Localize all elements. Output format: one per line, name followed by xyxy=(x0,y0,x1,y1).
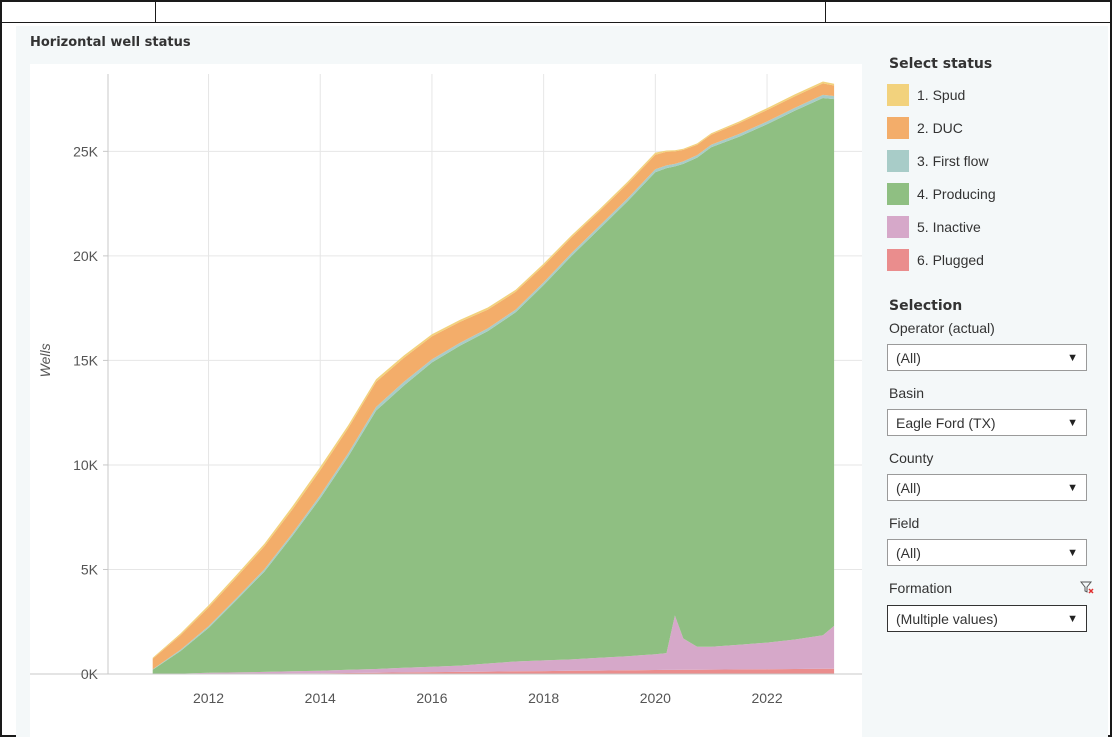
filter-dropdown-value: Eagle Ford (TX) xyxy=(896,414,996,431)
filter-label: Basin xyxy=(889,385,1094,401)
area-series[interactable] xyxy=(152,668,835,674)
chevron-down-icon: ▼ xyxy=(1067,612,1078,625)
filter-label: Operator (actual) xyxy=(889,320,1094,336)
filter-dropdown[interactable]: Eagle Ford (TX) ▼ xyxy=(887,409,1087,436)
selection-title: Selection xyxy=(889,298,963,314)
y-axis-label: Wells xyxy=(37,343,53,377)
area-series[interactable] xyxy=(152,98,835,674)
top-divider xyxy=(825,2,826,22)
x-tick-label: 2014 xyxy=(305,690,336,706)
legend-swatch xyxy=(887,116,909,139)
legend-item[interactable]: 2. DUC xyxy=(887,111,1108,144)
y-tick-label: 5K xyxy=(81,561,99,577)
chevron-down-icon: ▼ xyxy=(1067,416,1078,429)
y-tick-label: 15K xyxy=(73,352,99,368)
x-tick-label: 2022 xyxy=(751,690,782,706)
legend-label: 4. Producing xyxy=(917,185,996,202)
legend-label: 2. DUC xyxy=(917,119,963,136)
top-divider xyxy=(155,2,156,22)
filter-label-text: Field xyxy=(889,515,920,531)
filter-dropdown[interactable]: (All) ▼ xyxy=(887,474,1087,501)
legend-item[interactable]: 1. Spud xyxy=(887,78,1108,111)
legend-title: Select status xyxy=(889,56,993,72)
x-tick-label: 2016 xyxy=(416,690,447,706)
chevron-down-icon: ▼ xyxy=(1067,546,1078,559)
stacked-area-chart[interactable]: 0K 5K 10K 15K 20K 25K 2012 2014 2016 2018 2020 2022… xyxy=(30,64,862,737)
legend-list: 1. Spud 2. DUC 3. First flow 4. Producing 5.… xyxy=(887,78,1108,276)
y-tick-label: 25K xyxy=(73,143,99,159)
legend-swatch xyxy=(887,182,909,205)
legend-swatch xyxy=(887,248,909,271)
legend-label: 3. First flow xyxy=(917,152,989,169)
filter-clear-icon[interactable] xyxy=(1079,580,1094,597)
filter-label: Formation xyxy=(889,580,1094,597)
legend-item[interactable]: 3. First flow xyxy=(887,144,1108,177)
dashboard: Horizontal well status 0K 5K 10K 15K 20K 25K 2… xyxy=(16,26,1108,737)
filter-dropdown-value: (All) xyxy=(896,544,921,561)
y-tick-label: 20K xyxy=(73,248,99,264)
chevron-down-icon: ▼ xyxy=(1067,351,1078,364)
area-series[interactable] xyxy=(152,83,835,670)
y-tick-label: 0K xyxy=(81,666,99,682)
filter-label-text: County xyxy=(889,450,934,466)
legend-swatch xyxy=(887,215,909,238)
legend-item[interactable]: 5. Inactive xyxy=(887,210,1108,243)
filter-dropdown[interactable]: (All) ▼ xyxy=(887,344,1087,371)
filter-label: Field xyxy=(889,515,1094,531)
filter-list: Operator (actual) (All) ▼ Basin Eagle Ford (… xyxy=(887,320,1108,632)
legend-swatch xyxy=(887,83,909,106)
x-tick-label: 2018 xyxy=(528,690,559,706)
chevron-down-icon: ▼ xyxy=(1067,481,1078,494)
filter-dropdown-value: (All) xyxy=(896,349,921,366)
side-panel: Select status 1. Spud 2. DUC 3. First flow… xyxy=(887,56,1108,632)
filter-label-text: Basin xyxy=(889,385,925,401)
filter-dropdown[interactable]: (All) ▼ xyxy=(887,539,1087,566)
filter-label-text: Formation xyxy=(889,580,953,596)
legend-label: 6. Plugged xyxy=(917,251,984,268)
legend-item[interactable]: 4. Producing xyxy=(887,177,1108,210)
filter-dropdown-value: (Multiple values) xyxy=(896,610,998,627)
legend-label: 5. Inactive xyxy=(917,218,981,235)
filter-dropdown[interactable]: (Multiple values) ▼ xyxy=(887,605,1087,632)
legend-label: 1. Spud xyxy=(917,86,966,103)
x-tick-label: 2020 xyxy=(640,690,671,706)
filter-label-text: Operator (actual) xyxy=(889,320,995,336)
dashboard-title: Horizontal well status xyxy=(30,35,191,50)
legend-item[interactable]: 6. Plugged xyxy=(887,243,1108,276)
x-tick-label: 2012 xyxy=(193,690,224,706)
chart-panel: 0K 5K 10K 15K 20K 25K 2012 2014 2016 2018 2020 2022… xyxy=(30,64,862,737)
legend-swatch xyxy=(887,149,909,172)
area-series[interactable] xyxy=(152,615,835,675)
y-tick-label: 10K xyxy=(73,457,99,473)
filter-label: County xyxy=(889,450,1094,466)
filter-dropdown-value: (All) xyxy=(896,479,921,496)
top-border-strip xyxy=(2,2,1110,23)
